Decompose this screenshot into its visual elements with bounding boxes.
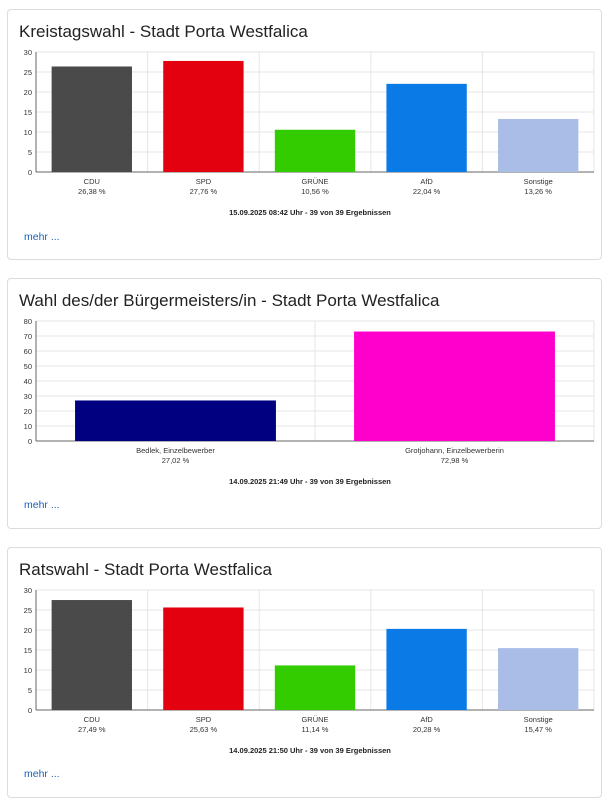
bar	[274, 665, 356, 710]
data-label: 72,98 %	[441, 456, 469, 465]
more-link[interactable]: mehr ...	[24, 768, 60, 780]
y-tick-label: 10	[24, 128, 32, 137]
y-tick-label: 70	[24, 332, 32, 341]
results-timestamp: 14.09.2025 21:49 Uhr - 39 von 39 Ergebni…	[229, 477, 391, 486]
more-link[interactable]: mehr ...	[24, 499, 60, 511]
y-tick-label: 25	[24, 606, 32, 615]
data-label: 27,02 %	[162, 456, 190, 465]
y-tick-label: 25	[24, 68, 32, 77]
bar	[163, 607, 244, 710]
x-tick-label: GRÜNE	[301, 715, 328, 724]
y-tick-label: 20	[24, 626, 32, 635]
y-tick-label: 20	[24, 88, 32, 97]
bar-chart-buergermeisterwahl: 0 10 20 30 40 50 60 70 80 Bedlek, Einzelbewerber2…	[24, 317, 595, 486]
chart-card-buergermeisterwahl: Wahl des/der Bürgermeisters/in - Stadt P…	[7, 278, 602, 529]
data-label: 11,14 %	[302, 725, 329, 734]
bar	[51, 66, 132, 172]
y-tick-label: 60	[24, 347, 32, 356]
y-tick-label: 20	[24, 407, 32, 416]
y-tick-label: 30	[24, 48, 32, 57]
bar	[163, 60, 244, 172]
data-label: 15,47 %	[524, 725, 552, 734]
x-tick-label: Bedlek, Einzelbewerber	[136, 446, 215, 455]
bar	[354, 331, 555, 441]
bar	[386, 628, 467, 710]
x-tick-label: AfD	[420, 177, 433, 186]
y-tick-label: 0	[28, 706, 32, 715]
y-tick-label: 0	[28, 168, 32, 177]
bar	[75, 400, 276, 441]
y-tick-label: 5	[28, 686, 32, 695]
y-tick-label: 0	[28, 437, 32, 446]
data-label: 27,49 %	[78, 725, 106, 734]
x-tick-label: CDU	[84, 715, 100, 724]
card-title: Ratswahl - Stadt Porta Westfalica	[19, 560, 272, 579]
x-tick-label: SPD	[196, 715, 212, 724]
chart-card-ratswahl: Ratswahl - Stadt Porta Westfalica 0 5 10 15…	[7, 547, 602, 798]
x-tick-label: Grotjohann, Einzelbewerberin	[405, 446, 504, 455]
results-timestamp: 15.09.2025 08:42 Uhr - 39 von 39 Ergebni…	[229, 208, 391, 217]
y-tick-label: 30	[24, 586, 32, 595]
y-tick-label: 10	[24, 666, 32, 675]
y-tick-label: 15	[24, 108, 32, 117]
results-timestamp: 14.09.2025 21:50 Uhr - 39 von 39 Ergebni…	[229, 746, 391, 755]
bar	[498, 118, 579, 172]
bar	[274, 129, 356, 172]
data-label: 27,76 %	[190, 187, 218, 196]
y-tick-label: 30	[24, 392, 32, 401]
bar	[498, 648, 579, 710]
y-tick-label: 15	[24, 646, 32, 655]
bar	[386, 83, 467, 172]
y-tick-label: 80	[24, 317, 32, 326]
x-tick-label: SPD	[196, 177, 212, 186]
x-tick-label: AfD	[420, 715, 433, 724]
data-label: 20,28 %	[413, 725, 441, 734]
more-link[interactable]: mehr ...	[24, 231, 60, 243]
y-tick-label: 10	[24, 422, 32, 431]
data-label: 26,38 %	[78, 187, 106, 196]
y-tick-label: 5	[28, 148, 32, 157]
x-tick-label: CDU	[84, 177, 100, 186]
card-title: Kreistagswahl - Stadt Porta Westfalica	[19, 22, 308, 41]
data-label: 22,04 %	[413, 187, 441, 196]
y-tick-label: 40	[24, 377, 32, 386]
chart-card-kreistagswahl: Kreistagswahl - Stadt Porta Westfalica 0…	[7, 9, 602, 260]
x-tick-label: GRÜNE	[301, 177, 328, 186]
bar	[51, 600, 132, 710]
x-tick-label: Sonstige	[524, 177, 553, 186]
card-title: Wahl des/der Bürgermeisters/in - Stadt P…	[19, 291, 440, 310]
data-label: 13,26 %	[524, 187, 552, 196]
x-tick-label: Sonstige	[524, 715, 553, 724]
data-label: 25,63 %	[190, 725, 218, 734]
data-label: 10,56 %	[301, 187, 329, 196]
y-tick-label: 50	[24, 362, 32, 371]
